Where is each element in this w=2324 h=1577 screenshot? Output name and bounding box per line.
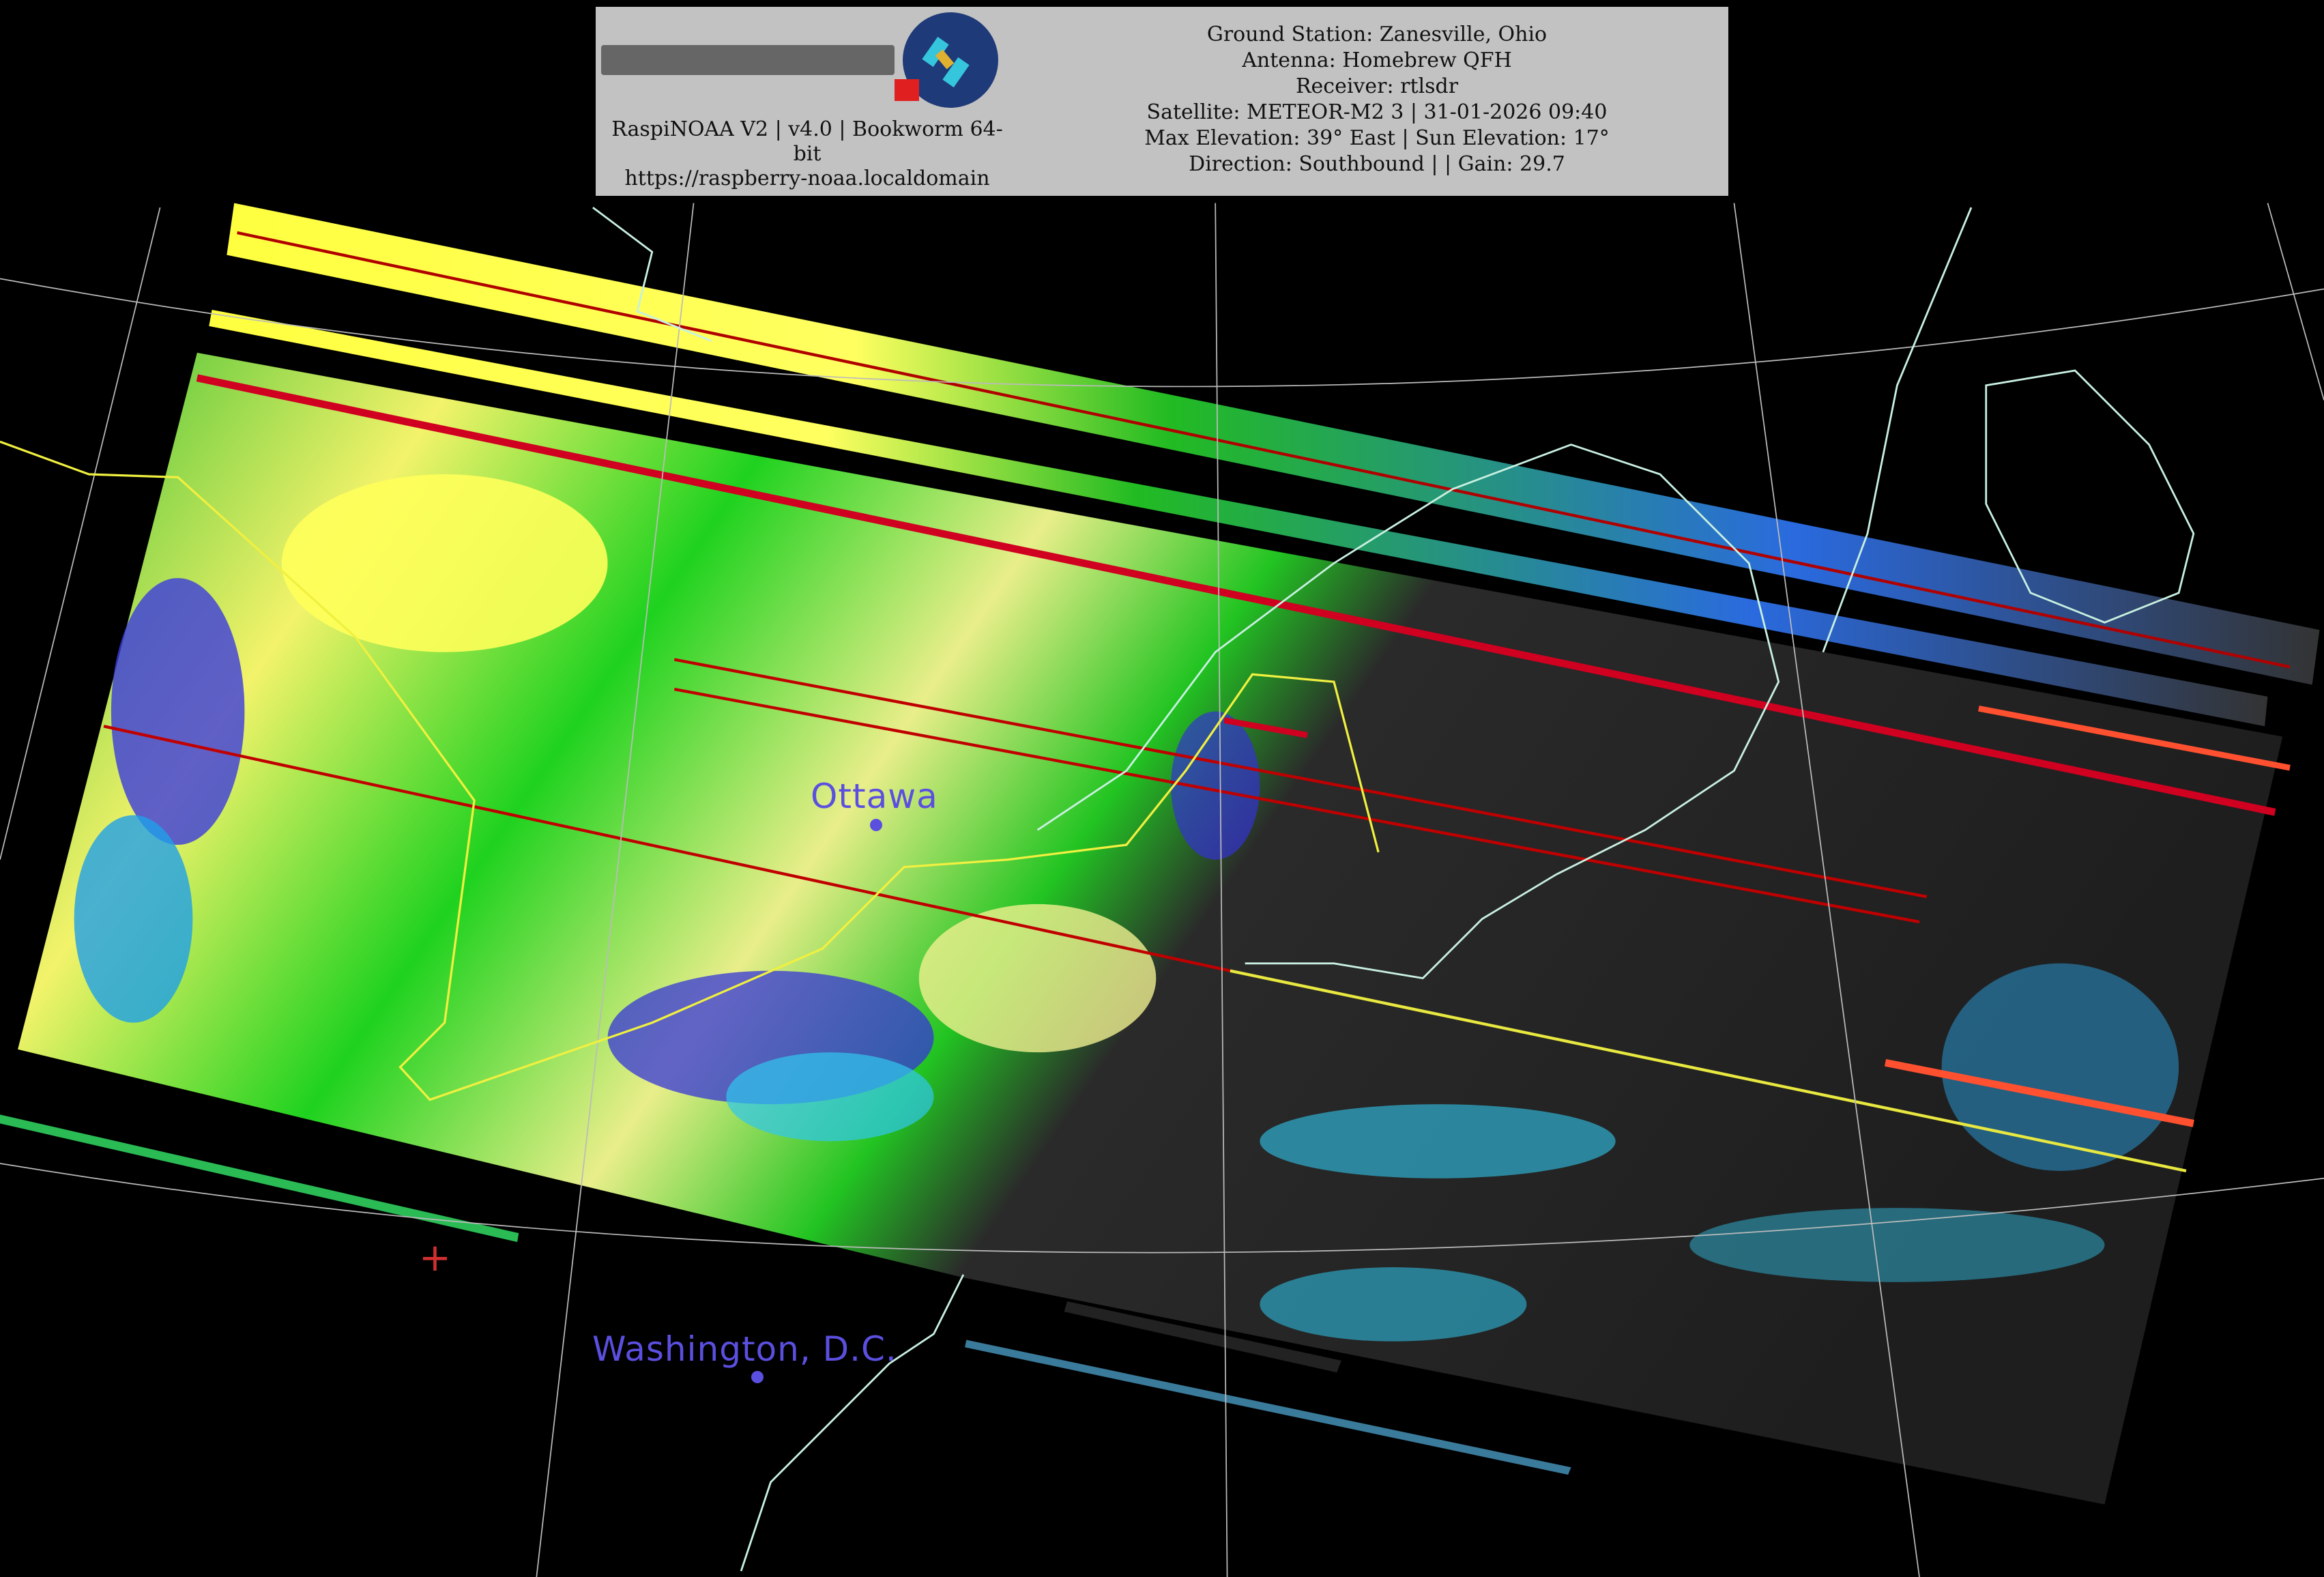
pass-info-header: RaspiNOAA V2 | v4.0 | Bookworm 64- bit h… [596, 7, 1728, 196]
country-border [0, 440, 1380, 1101]
elevation: Max Elevation: 39° East | Sun Elevation:… [1144, 126, 1610, 150]
swath-strip [227, 203, 2320, 685]
city-label-ottawa: Ottawa [811, 777, 938, 816]
raspberry-noaa-logo [601, 11, 1004, 113]
swath-strip [0, 1114, 519, 1243]
city-marker-ottawa [870, 819, 882, 831]
ground-station: Ground Station: Zanesville, Ohio [1206, 23, 1548, 46]
city-label-washington: Washington, D.C. [592, 1329, 897, 1369]
logo-wordmark [601, 45, 895, 75]
software-version: RaspiNOAA V2 | v4.0 | Bookworm 64- [611, 117, 1003, 141]
direction-gain: Direction: Southbound | | Gain: 29.7 [1189, 152, 1565, 176]
graticule [0, 203, 2324, 1577]
swath-strip [209, 309, 2268, 727]
station-software-info: RaspiNOAA V2 | v4.0 | Bookworm 64- bit h… [596, 117, 1019, 191]
city-marker-washington [751, 1371, 764, 1383]
scan-artifacts [103, 231, 2291, 1172]
swath-main [18, 352, 2283, 1505]
software-version-cont: bit [793, 142, 822, 166]
satellite-time: Satellite: METEOR-M2 3 | 31-01-2026 09:4… [1146, 100, 1608, 124]
station-url: https://raspberry-noaa.localdomain [624, 167, 990, 190]
plus-icon: + [419, 1236, 451, 1280]
coastline [592, 206, 2195, 1572]
logo-badge [895, 79, 919, 101]
antenna: Antenna: Homebrew QFH [1242, 48, 1512, 72]
receiver: Receiver: rtlsdr [1295, 74, 1459, 98]
swath-strip [1064, 1301, 1341, 1373]
pass-details: Ground Station: Zanesville, Ohio Antenna… [1026, 22, 1728, 177]
swath-strip [965, 1340, 1571, 1475]
